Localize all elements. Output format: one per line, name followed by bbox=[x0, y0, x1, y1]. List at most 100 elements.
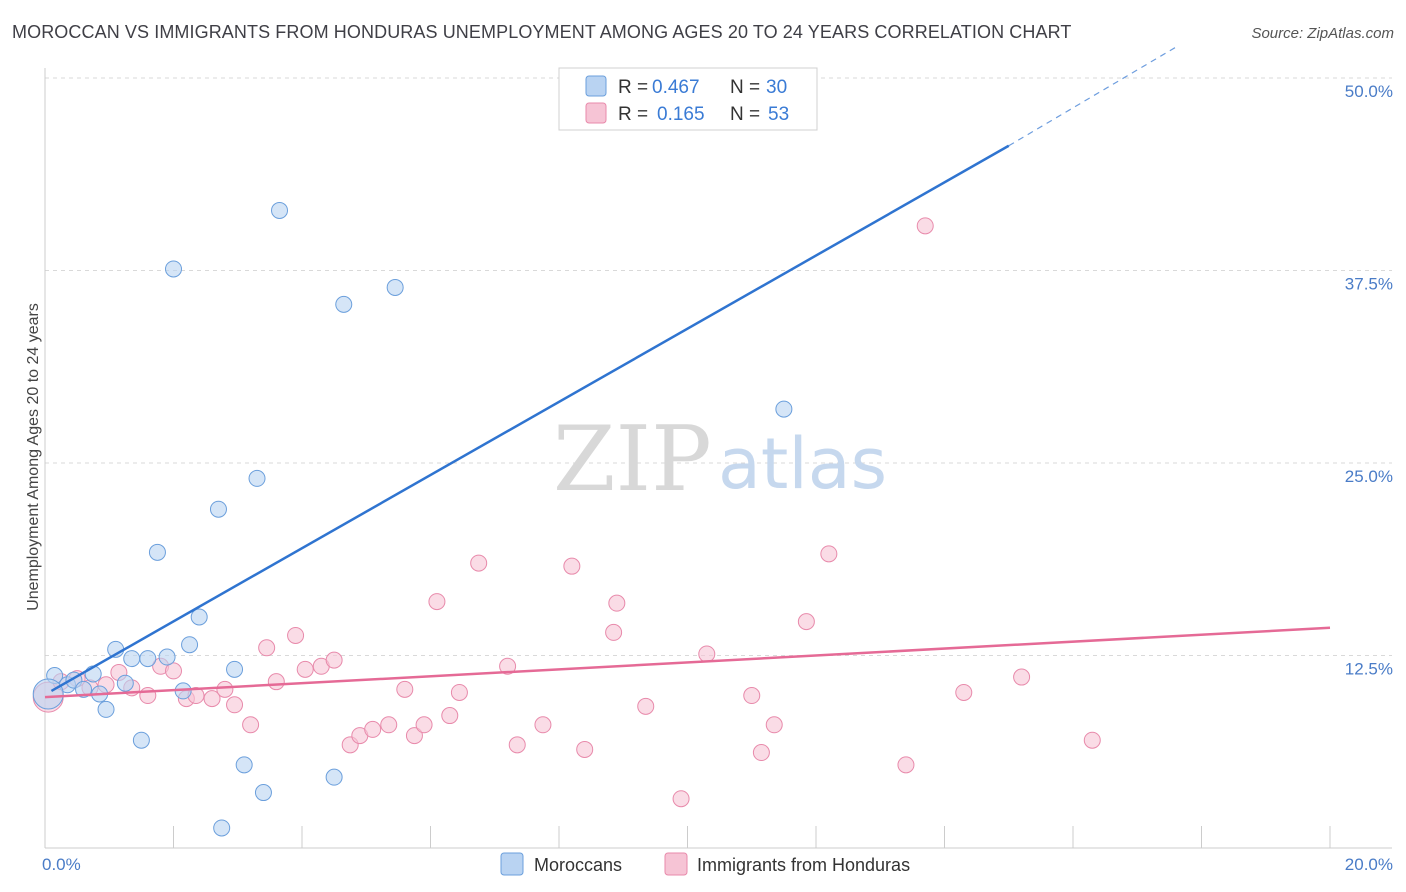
grid-lines bbox=[45, 77, 1392, 656]
x-tick-label-0: 0.0% bbox=[42, 855, 81, 874]
point-honduras-9 bbox=[165, 662, 182, 680]
point-honduras-28 bbox=[415, 716, 433, 734]
point-moroccans-25 bbox=[325, 768, 343, 786]
legend-r-value-2: 0.165 bbox=[657, 104, 705, 125]
y-axis-label: Unemployment Among Ages 20 to 24 years bbox=[25, 303, 42, 611]
legend-r-label-1: R = bbox=[618, 77, 648, 98]
point-honduras-36 bbox=[563, 557, 581, 575]
point-honduras-52 bbox=[1083, 731, 1101, 749]
point-honduras-13 bbox=[216, 680, 234, 698]
point-honduras-39 bbox=[608, 594, 626, 612]
point-moroccans-21 bbox=[235, 756, 253, 774]
bottom-legend-swatch-honduras bbox=[664, 852, 688, 876]
point-moroccans-27 bbox=[386, 278, 404, 296]
point-moroccans-16 bbox=[181, 636, 199, 654]
legend-n-label-1: N = bbox=[730, 77, 760, 98]
point-honduras-42 bbox=[698, 645, 716, 663]
data-points bbox=[32, 201, 1101, 837]
legend-r-label-2: R = bbox=[618, 104, 648, 125]
point-honduras-38 bbox=[605, 623, 623, 641]
point-honduras-51 bbox=[1013, 668, 1031, 686]
point-honduras-35 bbox=[534, 716, 552, 734]
legend-n-label-2: N = bbox=[730, 104, 760, 125]
point-moroccans-28 bbox=[775, 400, 793, 418]
point-moroccans-17 bbox=[190, 608, 208, 626]
x-tick-label-1: 20.0% bbox=[1345, 855, 1393, 874]
point-moroccans-8 bbox=[116, 674, 134, 692]
y-tick-label-0: 12.5% bbox=[1345, 660, 1393, 679]
point-moroccans-3 bbox=[75, 680, 93, 698]
point-honduras-18 bbox=[287, 626, 305, 644]
bottom-legend: Moroccans Immigrants from Honduras bbox=[500, 852, 910, 876]
point-moroccans-19 bbox=[213, 819, 231, 837]
point-honduras-21 bbox=[325, 651, 343, 669]
point-honduras-29 bbox=[428, 593, 446, 611]
point-moroccans-24 bbox=[271, 201, 289, 219]
trend-line-moroccans-extension bbox=[1008, 46, 1177, 147]
legend-n-value-2: 53 bbox=[768, 104, 789, 125]
point-honduras-15 bbox=[242, 716, 260, 734]
point-moroccans-9 bbox=[123, 650, 141, 668]
point-honduras-26 bbox=[396, 680, 414, 698]
point-honduras-19 bbox=[296, 660, 314, 678]
legend: R = 0.467 N = 30 R = 0.165 N = 53 bbox=[558, 67, 818, 131]
point-moroccans-13 bbox=[158, 648, 176, 666]
point-honduras-7 bbox=[139, 687, 157, 705]
trend-line-honduras bbox=[44, 626, 1331, 699]
point-honduras-16 bbox=[258, 639, 276, 657]
point-moroccans-22 bbox=[248, 469, 266, 487]
point-honduras-32 bbox=[470, 554, 488, 572]
point-honduras-47 bbox=[820, 545, 838, 563]
point-honduras-46 bbox=[797, 613, 815, 631]
point-honduras-48 bbox=[897, 756, 915, 774]
point-moroccans-12 bbox=[148, 543, 166, 561]
bottom-legend-swatch-moroccans bbox=[500, 852, 524, 876]
y-tick-label-2: 37.5% bbox=[1345, 275, 1393, 294]
source-label: Source: ZipAtlas.com bbox=[1251, 25, 1394, 42]
point-honduras-24 bbox=[364, 720, 382, 738]
point-honduras-37 bbox=[576, 740, 594, 758]
point-honduras-27 bbox=[405, 727, 423, 745]
point-honduras-34 bbox=[508, 736, 526, 754]
point-moroccans-6 bbox=[97, 700, 115, 718]
point-honduras-44 bbox=[752, 744, 770, 762]
y-tick-label-1: 25.0% bbox=[1345, 467, 1393, 486]
legend-swatch-honduras bbox=[585, 102, 607, 124]
x-tick-labels: 0.0% 20.0% bbox=[42, 855, 1393, 874]
point-honduras-25 bbox=[380, 716, 398, 734]
point-honduras-33 bbox=[499, 657, 517, 675]
point-moroccans-20 bbox=[226, 660, 244, 678]
chart-title: MOROCCAN VS IMMIGRANTS FROM HONDURAS UNE… bbox=[12, 22, 1072, 42]
point-honduras-14 bbox=[226, 696, 244, 714]
trend-line-moroccans bbox=[50, 144, 1010, 693]
point-honduras-41 bbox=[672, 790, 690, 808]
point-honduras-43 bbox=[743, 687, 761, 705]
point-moroccans-26 bbox=[335, 295, 353, 313]
bottom-legend-honduras: Immigrants from Honduras bbox=[697, 855, 910, 875]
point-honduras-40 bbox=[637, 697, 655, 715]
point-honduras-31 bbox=[450, 683, 468, 701]
point-honduras-17 bbox=[267, 673, 285, 691]
legend-swatch-moroccans bbox=[585, 75, 607, 97]
point-honduras-49 bbox=[916, 217, 934, 235]
point-moroccans-11 bbox=[139, 650, 157, 668]
watermark-atlas: atlas bbox=[718, 423, 887, 505]
point-moroccans-29 bbox=[32, 678, 64, 710]
point-moroccans-14 bbox=[165, 260, 182, 278]
y-tick-labels: 12.5% 25.0% 37.5% 50.0% bbox=[1345, 82, 1393, 679]
point-moroccans-10 bbox=[132, 731, 150, 749]
point-honduras-50 bbox=[955, 683, 973, 701]
point-moroccans-23 bbox=[254, 784, 272, 802]
legend-n-value-1: 30 bbox=[766, 77, 787, 98]
legend-r-value-1: 0.467 bbox=[652, 77, 700, 98]
point-moroccans-18 bbox=[209, 500, 227, 518]
watermark-zip: ZIP bbox=[553, 407, 712, 512]
point-honduras-45 bbox=[765, 716, 783, 734]
bottom-legend-moroccans: Moroccans bbox=[534, 855, 622, 875]
trend-lines bbox=[44, 46, 1331, 699]
point-honduras-12 bbox=[203, 690, 221, 708]
y-tick-label-3: 50.0% bbox=[1345, 82, 1393, 101]
point-honduras-30 bbox=[441, 707, 459, 725]
axes bbox=[44, 68, 1392, 849]
